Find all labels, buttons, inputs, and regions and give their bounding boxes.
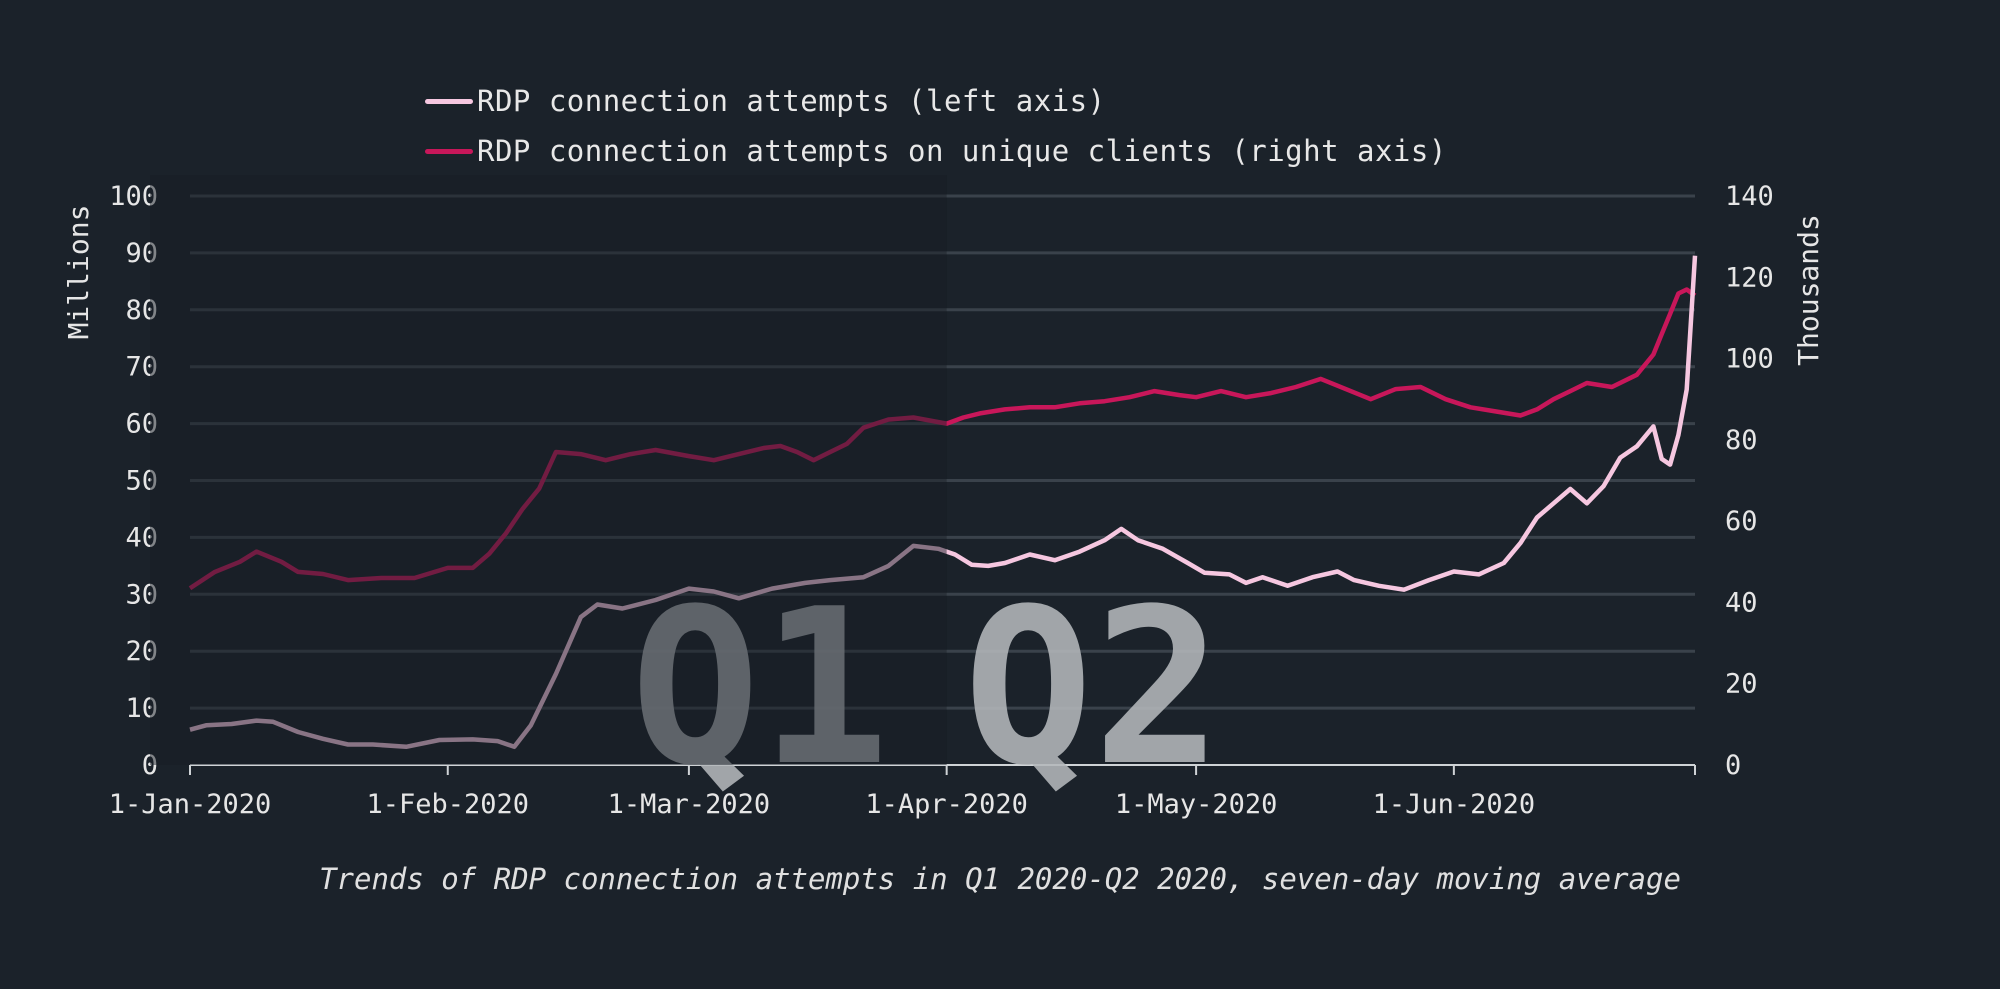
legend-item-unique-clients: RDP connection attempts on unique client… — [425, 126, 1447, 176]
legend-label-unique-clients: RDP connection attempts on unique client… — [477, 134, 1447, 168]
left-tick-label: 100 — [109, 181, 158, 212]
right-tick-label: 80 — [1725, 425, 1758, 456]
x-tick-label: 1-May-2020 — [1115, 789, 1278, 820]
left-axis-title: Millions — [62, 205, 95, 340]
legend: RDP connection attempts (left axis) RDP … — [425, 76, 1447, 176]
right-tick-label: 0 — [1725, 750, 1741, 781]
legend-swatch-unique-clients — [425, 148, 473, 154]
legend-item-attempts: RDP connection attempts (left axis) — [425, 76, 1447, 126]
chart-caption: Trends of RDP connection attempts in Q1 … — [319, 862, 1681, 896]
x-axis: 1-Jan-2020 1-Feb-2020 1-Mar-2020 1-Apr-2020… — [109, 764, 1696, 820]
right-tick-label: 60 — [1725, 506, 1758, 537]
right-tick-label: 140 — [1725, 181, 1774, 212]
x-tick-label: 1-Apr-2020 — [865, 789, 1028, 820]
right-axis-ticks: 0 20 40 60 80 100 120 140 — [1725, 181, 1774, 781]
x-tick-label: 1-Jun-2020 — [1373, 789, 1536, 820]
x-tick-label: 1-Mar-2020 — [608, 789, 771, 820]
right-axis-title: Thousands — [1792, 214, 1825, 366]
right-tick-label: 20 — [1725, 669, 1758, 700]
q1-overlay — [150, 175, 947, 765]
x-tick-label: 1-Feb-2020 — [366, 789, 529, 820]
legend-label-attempts: RDP connection attempts (left axis) — [477, 84, 1106, 118]
x-tick-label: 1-Jan-2020 — [109, 789, 272, 820]
right-tick-label: 100 — [1725, 344, 1774, 375]
legend-swatch-attempts — [425, 98, 473, 104]
quarter-label-q2: Q2 — [964, 562, 1223, 813]
right-tick-label: 120 — [1725, 262, 1774, 293]
right-tick-label: 40 — [1725, 587, 1758, 618]
